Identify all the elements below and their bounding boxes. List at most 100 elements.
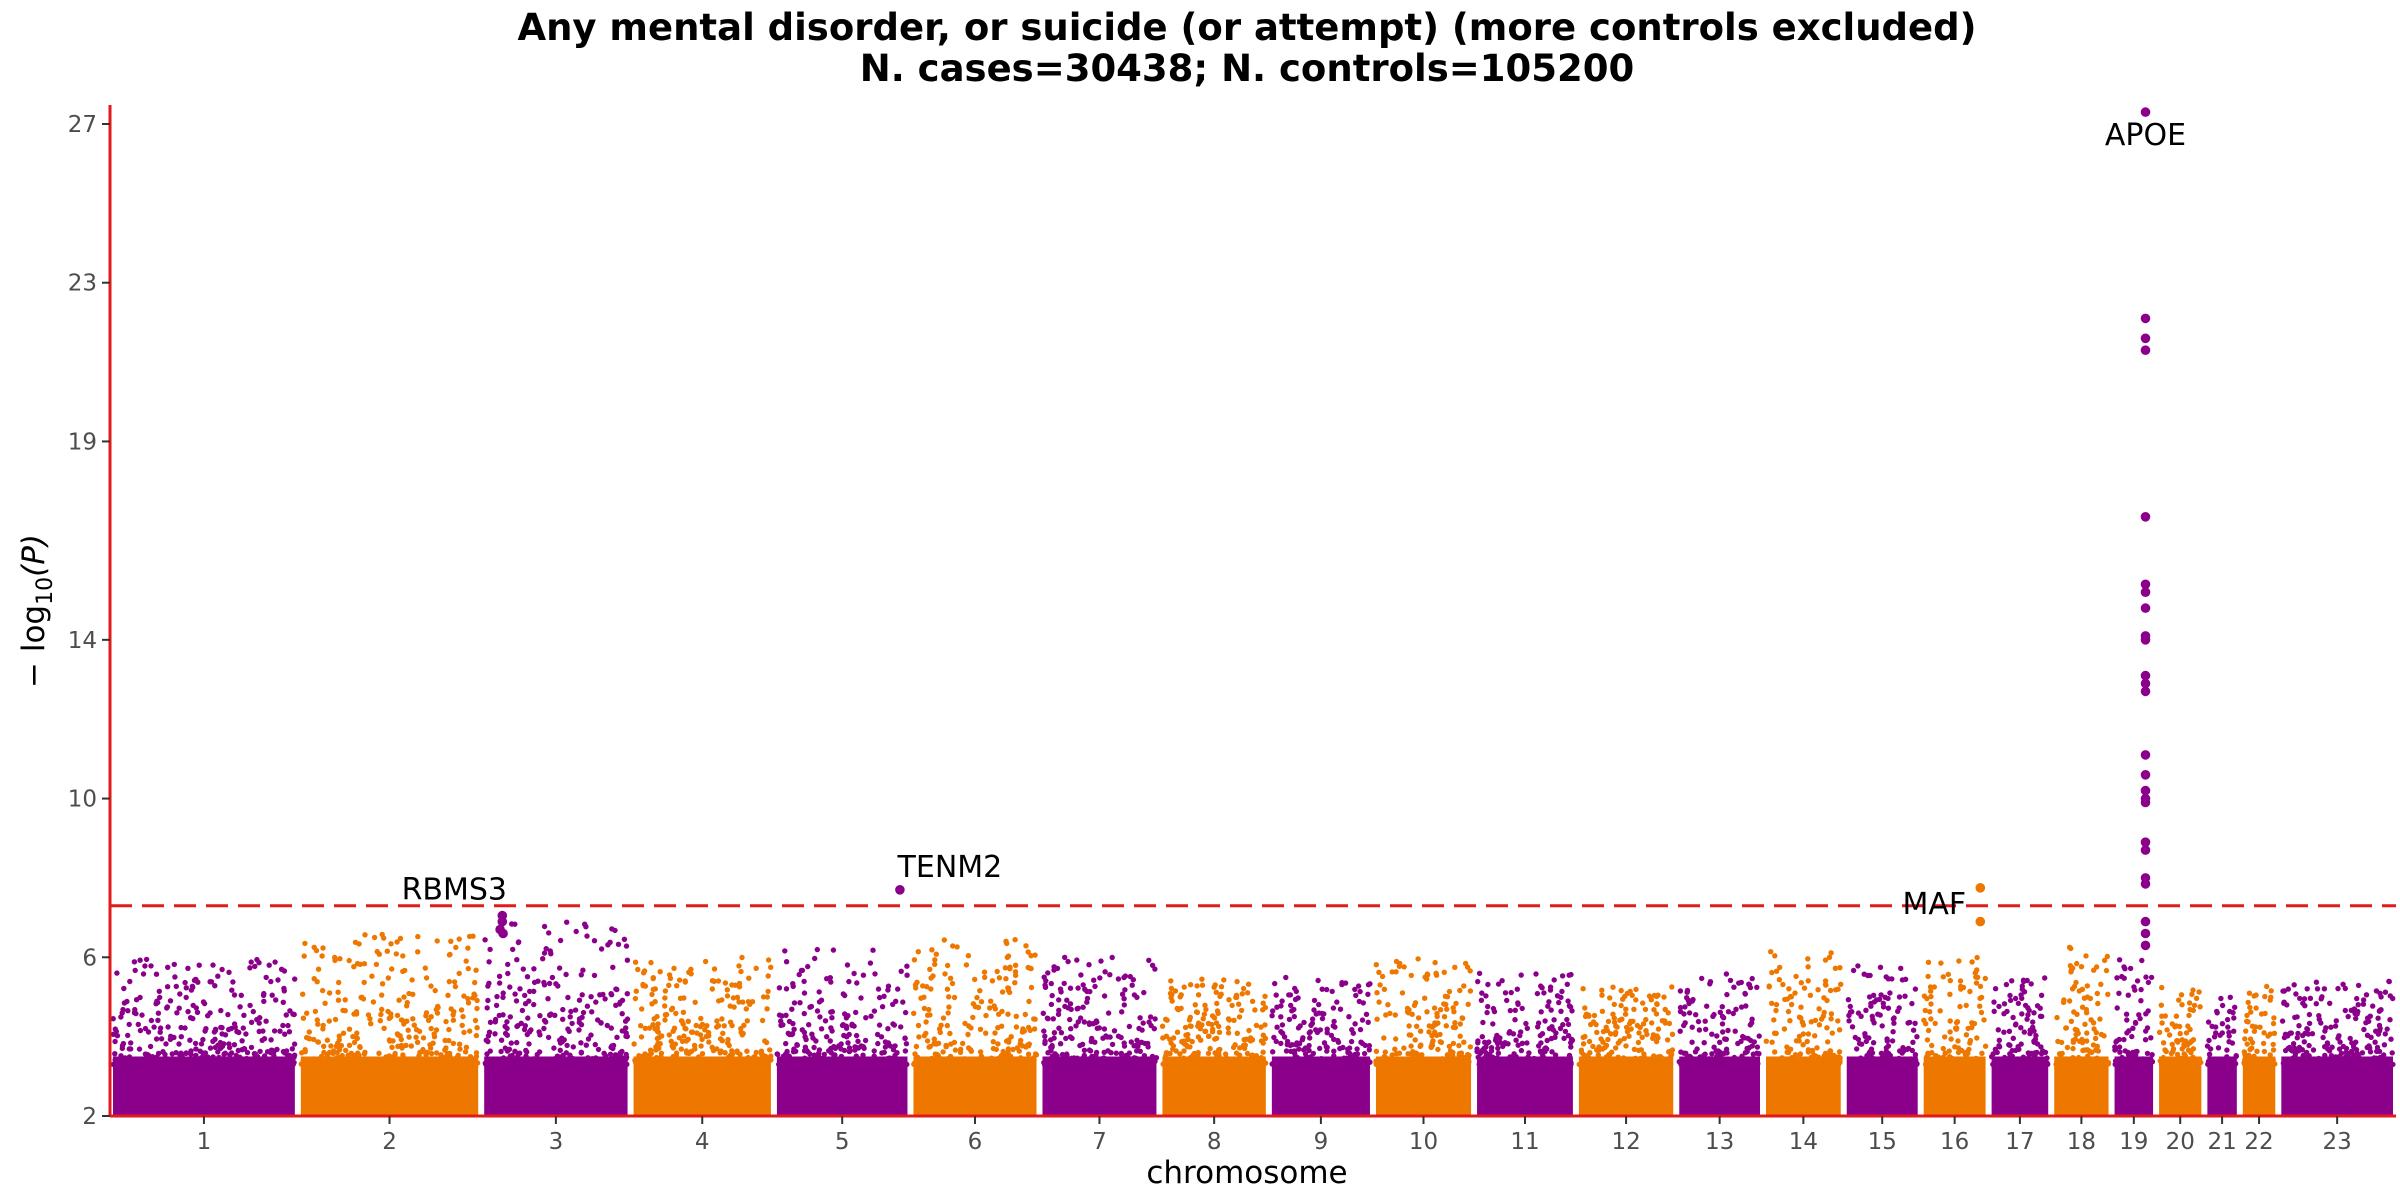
snp-point [443,1018,449,1025]
snp-point [1828,1016,1834,1022]
snp-point [368,1021,374,1027]
snp-point [125,1032,131,1039]
snp-point [1631,1046,1638,1053]
snp-point [156,988,162,994]
snp-point [1586,1055,1592,1061]
snp-point [193,1046,199,1052]
snp-point [2301,1039,2307,1045]
snp-point [1098,958,1104,964]
snp-point [156,1060,162,1066]
snp-point [426,1058,432,1064]
snp-point [1188,1023,1194,1029]
snp-point [1979,1050,1985,1057]
snp-point [585,1036,592,1042]
snp-point [659,1033,665,1039]
snp-point [638,1022,644,1029]
snp-point [415,933,421,940]
snp-point [739,1061,745,1068]
snp-point [647,1047,654,1053]
snp-point [1780,981,1786,988]
snp-point [2124,1030,2130,1036]
snp-point [268,978,274,985]
snp-point [263,1061,269,1067]
snp-point [173,1050,179,1056]
snp-point [448,938,454,944]
snp-point [419,1048,426,1055]
snp-point [1374,990,1380,996]
snp-point [470,995,476,1001]
snp-point [432,987,438,994]
snp-point [243,1031,249,1037]
snp-point [727,1052,734,1059]
snp-point [1194,983,1200,989]
y-axis-title: − log10(P) [16,534,58,688]
snp-point [1385,1002,1391,1008]
snp-point [913,1043,920,1050]
snp-point [507,1014,513,1020]
snp-point [1102,969,1108,975]
snp-point [1151,1057,1157,1064]
snp-point [569,1061,575,1068]
snp-point [1947,1018,1953,1024]
snp-point [2299,1047,2305,1053]
snp-point [500,994,506,1000]
snp-point [2302,1003,2308,1009]
snp-point [361,961,368,967]
snp-point [1805,978,1811,984]
snp-point [734,1048,740,1054]
snp-point [1500,1043,1506,1050]
snp-point [2211,1034,2218,1040]
snp-point [2336,1046,2343,1052]
snp-point [474,1025,480,1031]
snp-point [1598,1056,1604,1062]
snp-point [1682,1004,1688,1010]
chromosome-19-points [2112,957,2156,1116]
snp-point [1028,1059,1035,1065]
snp-point [1387,1010,1393,1017]
snp-point [1432,959,1438,966]
snp-point [1996,1043,2002,1049]
snp-point [927,1043,933,1050]
snp-point [946,994,952,1000]
snp-point [1829,1030,1836,1036]
snp-point [758,1051,765,1057]
snp-point [1049,1061,1055,1068]
snp-point [1784,1044,1790,1050]
snp-point [1363,1011,1370,1017]
snp-point [2182,1060,2188,1066]
x-tick-label: 5 [835,1129,850,1155]
snp-point [1232,1042,1238,1048]
snp-point [1182,1024,1189,1031]
snp-point [2084,1038,2090,1044]
snp-point [400,1052,406,1058]
snp-point [579,1014,585,1021]
x-tick-label: 22 [2244,1129,2273,1155]
snp-point [510,946,516,953]
snp-point [402,967,408,974]
snp-point [229,987,235,993]
snp-point [801,1010,807,1017]
snp-point [2091,1026,2097,1032]
snp-point [807,1004,813,1010]
significant-point [2140,837,2151,847]
snp-point [1771,1017,1777,1023]
snp-point [2176,997,2182,1003]
snp-point [1791,1061,1798,1067]
snp-point [1237,1045,1243,1051]
snp-point [367,1016,373,1022]
snp-point [2139,957,2145,964]
snp-point [371,934,378,941]
snp-point [816,1047,823,1053]
snp-point [1353,992,1359,999]
snp-point [2382,1031,2388,1037]
snp-point [818,1026,825,1032]
snp-point [1324,1061,1331,1068]
snp-point [763,1061,769,1068]
snp-point [1201,1011,1208,1017]
snp-point [1439,1056,1445,1062]
snp-point [1233,1060,1239,1066]
snp-point [903,1041,910,1047]
snp-point [1278,1058,1284,1064]
snp-point [1012,962,1019,968]
snp-point [796,971,802,978]
